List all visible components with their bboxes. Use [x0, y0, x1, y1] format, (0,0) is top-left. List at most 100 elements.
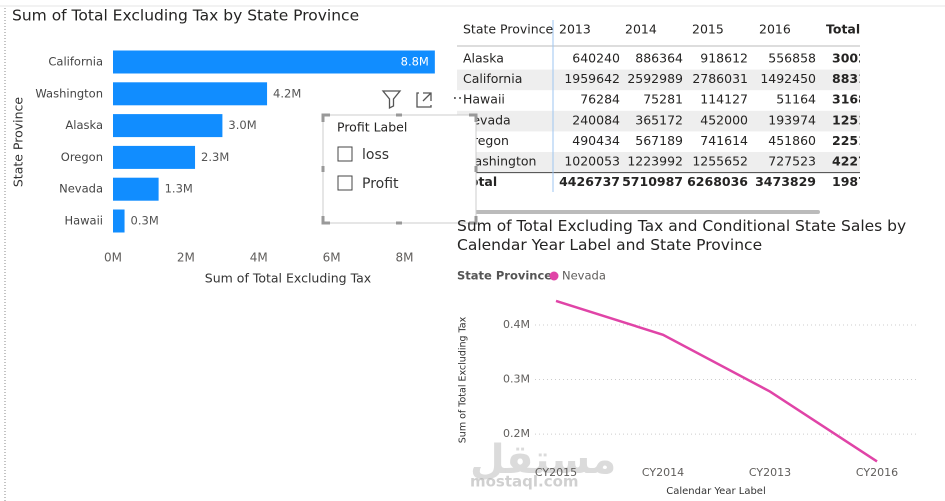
table-cell: 3473829	[755, 174, 816, 189]
line	[555, 299, 878, 463]
bar	[113, 50, 435, 74]
x-tick-label: 2M	[177, 251, 195, 265]
table-cell: 918612	[700, 51, 748, 66]
focus-icon[interactable]	[416, 92, 432, 108]
x-tick-label: CY2016	[856, 466, 898, 479]
slicer: Profit Label loss Profit	[321, 113, 478, 225]
table-cell: 316856	[832, 92, 884, 107]
table-cell: 114127	[700, 92, 748, 107]
table-cell: 365172	[635, 112, 683, 127]
table-cell: 8831112	[832, 71, 893, 86]
table-cell: 1959642	[564, 71, 620, 86]
row-band	[457, 152, 860, 173]
checkbox[interactable]	[337, 175, 353, 191]
bar	[113, 177, 159, 201]
data-label: 3.0M	[228, 118, 256, 132]
table: State Province 2013 2014 2015 2016 Total Alask…	[457, 22, 902, 189]
table-cell: 2251097	[832, 133, 893, 148]
line-title: Sum of Total Excluding Tax and Condition…	[457, 217, 907, 254]
bar	[113, 145, 196, 169]
y-tick-label: Hawaii	[64, 214, 103, 228]
table-cell: 193974	[768, 112, 816, 127]
data-label: 4.2M	[273, 86, 301, 100]
table-cell: 4426737	[559, 174, 620, 189]
y-tick-label: 0.2M	[503, 427, 530, 440]
x-tick-label: 0M	[104, 251, 122, 265]
more-icon[interactable]: ···	[452, 89, 467, 108]
table-cell: 451860	[768, 133, 816, 148]
x-tick-label: 4M	[250, 251, 268, 265]
bar	[113, 114, 223, 138]
table-cell: 240084	[572, 112, 620, 127]
bar-title: Sum of Total Excluding Tax by State Prov…	[12, 7, 359, 25]
table-cell: 75281	[643, 92, 683, 107]
table-cell: 1251230	[832, 112, 893, 127]
table-cell: 3002074	[832, 51, 893, 66]
resize-handles	[321, 113, 478, 225]
y-tick-label: Oregon	[61, 150, 103, 164]
table-cell: 640240	[572, 51, 620, 66]
table-cell: 19879589	[832, 174, 902, 189]
bar	[113, 82, 268, 106]
watermark: mostaql.com	[470, 473, 579, 491]
table-cell: 1255652	[692, 154, 748, 169]
table-cell: 1492450	[760, 71, 816, 86]
x-tick-label: CY2014	[642, 466, 684, 479]
y-tick-label: Washington	[35, 86, 103, 100]
y-axis-label: Sum of Total Excluding Tax	[458, 316, 469, 443]
table-cell: 886364	[635, 51, 683, 66]
table-cell: 741614	[700, 133, 748, 148]
y-tick-label: 0.3M	[503, 373, 530, 386]
table-cell: California	[463, 71, 522, 86]
x-axis-label: Calendar Year Label	[666, 486, 765, 497]
table-cell: 2786031	[692, 71, 748, 86]
data-label: 0.3M	[131, 214, 159, 228]
checkbox[interactable]	[337, 146, 353, 162]
table-cell: 556858	[768, 51, 816, 66]
scrollbar	[458, 210, 820, 214]
watermark: مستقل	[470, 437, 616, 483]
slicer-item[interactable]: loss	[362, 147, 389, 163]
x-tick-label: 6M	[323, 251, 341, 265]
table-cell: 2592989	[627, 71, 683, 86]
legend-title: State Province	[457, 269, 552, 283]
x-axis-label: Sum of Total Excluding Tax	[205, 271, 371, 286]
table-cell: 727523	[768, 154, 816, 169]
table-header: 2015	[692, 22, 724, 37]
legend-marker	[549, 271, 559, 281]
table-header: State Province	[463, 22, 554, 37]
table-cell: 452000	[700, 112, 748, 127]
table-header: 2013	[559, 22, 591, 37]
x-tick-label: 8M	[396, 251, 414, 265]
table-cell: 51164	[776, 92, 816, 107]
table-cell: Washington	[463, 154, 536, 169]
slicer-item[interactable]: Profit	[362, 176, 399, 192]
y-tick-label: 0.4M	[503, 318, 530, 331]
table-cell: 1223992	[627, 154, 683, 169]
slicer-title: Profit Label	[337, 120, 407, 135]
table-cell: 1020053	[564, 154, 620, 169]
table-cell: 4227220	[832, 154, 893, 169]
table-header: Total	[826, 22, 860, 37]
data-label: 1.3M	[165, 182, 193, 196]
table-cell: 6268036	[687, 174, 748, 189]
table-cell: Alaska	[463, 51, 504, 66]
table-cell: 567189	[635, 133, 683, 148]
visual-icons: ···	[381, 89, 468, 110]
row-band	[457, 110, 860, 132]
filter-icon[interactable]	[381, 90, 402, 110]
table-header: 2016	[759, 22, 791, 37]
data-label: 2.3M	[201, 150, 229, 164]
table-cell: 76284	[580, 92, 620, 107]
x-tick-label: CY2013	[749, 466, 791, 479]
row-band	[457, 69, 860, 91]
table-cell: 490434	[572, 133, 620, 148]
table-cell: 5710987	[622, 174, 683, 189]
slicer-box	[322, 114, 477, 224]
legend-label: Nevada	[562, 269, 606, 283]
table-header: 2014	[625, 22, 657, 37]
y-tick-label: California	[48, 55, 103, 69]
bar	[113, 209, 125, 233]
